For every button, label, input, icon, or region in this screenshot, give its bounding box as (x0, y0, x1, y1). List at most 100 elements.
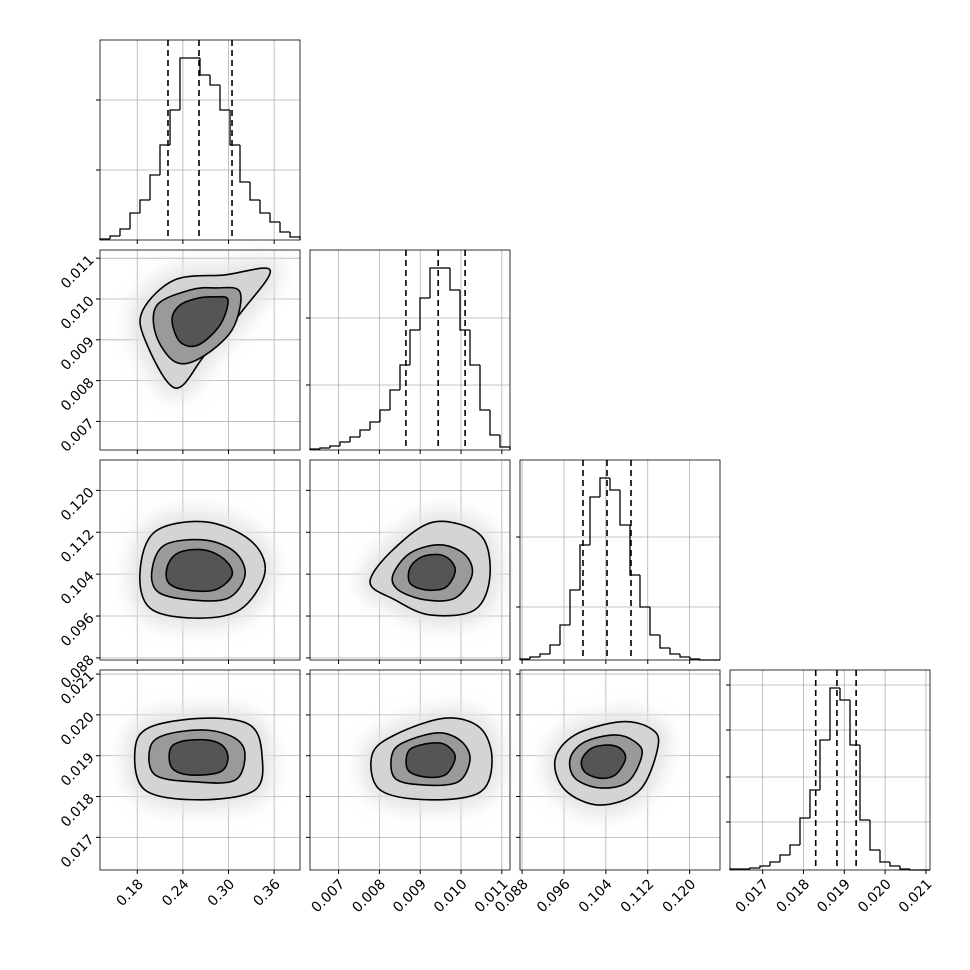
histogram-bin (179, 57, 191, 110)
panel-frame (99, 39, 301, 241)
y-tick-label: 0.007 (58, 416, 98, 456)
histogram-bin (429, 267, 440, 298)
histogram-bin (889, 862, 900, 867)
y-tick-label: 0.019 (58, 750, 98, 790)
y-tick-label: 0.018 (58, 791, 98, 831)
y-tick-label: 0.017 (58, 832, 98, 872)
histogram-bin (349, 436, 360, 442)
histogram-bin (489, 410, 500, 436)
x-tick-label: 0.010 (431, 876, 471, 916)
histogram-bin (639, 575, 650, 608)
x-tick-label: 0.30 (205, 876, 238, 909)
histogram-bin (839, 688, 850, 701)
x-tick-label: 0.021 (896, 876, 936, 916)
histogram-bin (819, 739, 830, 790)
y-tick-label: 0.104 (58, 568, 98, 608)
histogram-bin (659, 635, 670, 649)
histogram-bin (289, 232, 301, 240)
y-tick-label: 0.112 (58, 527, 98, 567)
histogram-bin (589, 496, 600, 545)
histogram-bin (609, 478, 620, 491)
histogram-bin (459, 290, 470, 331)
contour (168, 738, 229, 776)
histogram-bin (669, 648, 680, 655)
contour (407, 553, 457, 592)
panel-frame (729, 669, 931, 871)
histogram-bin (379, 409, 390, 422)
panel-frame (309, 669, 511, 871)
x-tick-label: 0.18 (114, 876, 147, 909)
x-tick-label: 0.112 (618, 876, 658, 916)
x-tick-label: 0.008 (349, 876, 389, 916)
x-tick-label: 0.020 (855, 876, 895, 916)
y-tick-label: 0.009 (58, 334, 98, 374)
histogram-bin (579, 544, 590, 590)
x-tick-label: 0.017 (733, 876, 773, 916)
histogram-bin (569, 589, 580, 625)
histogram-bin (169, 109, 180, 145)
x-tick-label: 0.24 (159, 876, 192, 909)
histogram-bin (209, 75, 220, 86)
histogram-bin (549, 644, 560, 654)
histogram-bin (259, 200, 271, 214)
x-tick-label: 0.096 (534, 876, 574, 916)
histogram-bin (629, 525, 640, 576)
histogram-bin (649, 607, 660, 636)
x-tick-label: 0.007 (309, 876, 349, 916)
histogram-bin (319, 447, 330, 449)
histogram-bin (809, 789, 820, 818)
x-tick-label: 0.104 (576, 876, 616, 916)
histogram-bin (469, 330, 480, 366)
histogram-bin (149, 174, 160, 200)
y-tick-label: 0.096 (58, 610, 98, 650)
histogram-bin (229, 110, 240, 146)
histogram-bin (329, 445, 340, 448)
panel-frame (519, 459, 721, 661)
histogram-bin (559, 624, 570, 645)
histogram-bin (749, 867, 760, 869)
contour (580, 744, 627, 780)
y-tick-label: 0.011 (58, 253, 98, 293)
x-tick-label: 0.36 (250, 876, 283, 909)
histogram-bin (139, 199, 151, 213)
histogram-bin (799, 817, 810, 845)
histogram-bin (389, 389, 400, 410)
histogram-bin (829, 687, 840, 740)
histogram-bin (899, 866, 910, 870)
histogram-bin (419, 297, 430, 330)
histogram-bin (129, 212, 140, 229)
histogram-bin (599, 477, 610, 497)
panel-frame (99, 459, 301, 661)
x-tick-label: 0.009 (390, 876, 430, 916)
histogram-bin (539, 653, 550, 657)
contour (405, 742, 457, 779)
histogram-bin (119, 228, 131, 236)
y-tick-label: 0.120 (58, 485, 98, 525)
histogram-bin (409, 329, 420, 365)
y-tick-label: 0.008 (58, 375, 98, 415)
histogram-bin (689, 657, 700, 660)
histogram-bin (199, 58, 211, 76)
histogram-bin (449, 268, 460, 291)
x-tick-label: 0.018 (773, 876, 813, 916)
histogram-bin (849, 700, 860, 746)
histogram-bin (239, 145, 251, 183)
histogram-bin (369, 421, 380, 430)
panel-frame (99, 249, 301, 451)
histogram-bin (879, 850, 890, 863)
histogram-bin (859, 745, 870, 821)
histogram-bin (339, 441, 350, 446)
panel-frame (309, 459, 511, 661)
contour (171, 295, 229, 348)
histogram-bin (479, 365, 490, 411)
histogram-bin (779, 854, 790, 862)
histogram-bin (789, 844, 800, 855)
panel-frame (519, 669, 721, 871)
histogram-bin (869, 820, 880, 851)
histogram-bin (359, 429, 370, 437)
histogram-bin (159, 144, 171, 175)
histogram-bin (759, 865, 770, 868)
histogram-bin (399, 364, 410, 390)
panel-frame (99, 669, 301, 871)
